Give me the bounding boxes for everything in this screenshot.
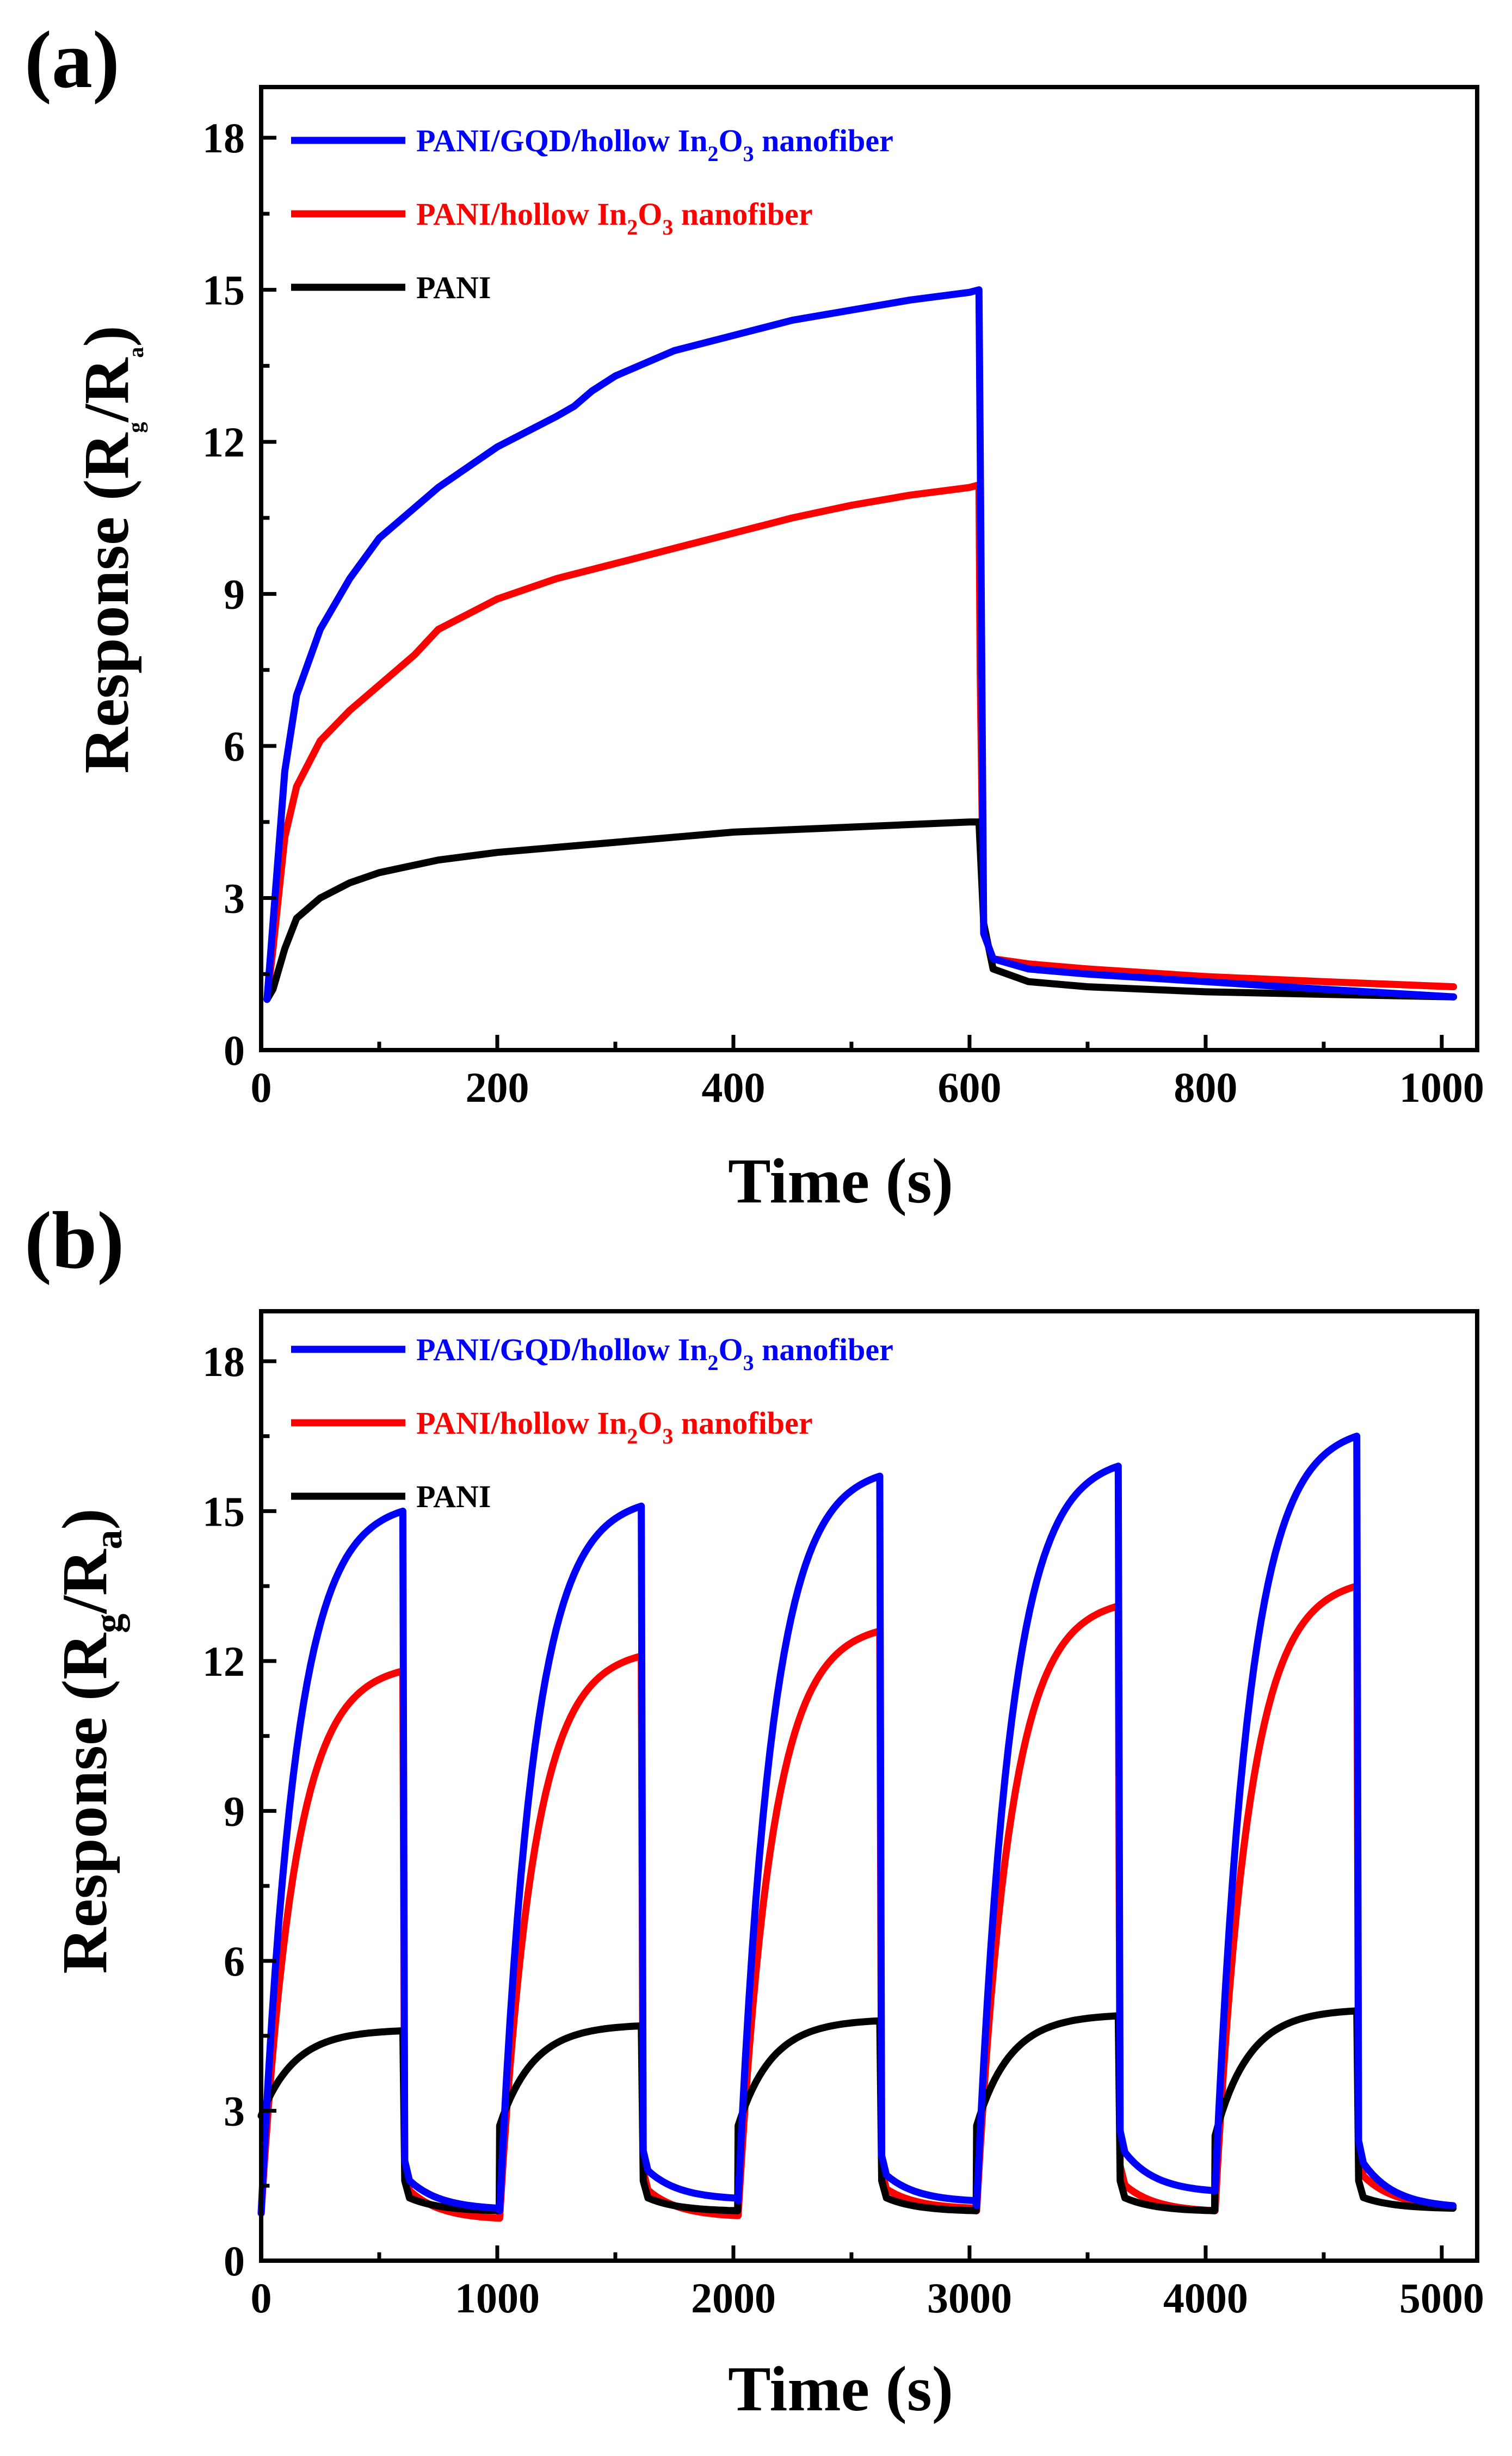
y-tick-label-a: 0 [224, 1027, 245, 1074]
x-tick-label-a: 200 [465, 1064, 529, 1111]
y-axis-title-b-main: Response (R [49, 1632, 120, 1974]
legend-label-b-black: PANI [416, 1479, 491, 1514]
y-tick-label-b: 0 [224, 2237, 245, 2285]
legend-label-a-black: PANI [416, 270, 491, 305]
y-axis-title-a-mid: /R [71, 357, 142, 423]
svg-text:Response (Rg/Ra): Response (Rg/Ra) [71, 325, 148, 773]
y-axis-title-a: Response (Rg/Ra) [71, 325, 148, 773]
x-tick-label-a: 400 [701, 1064, 765, 1111]
x-tick-label-b: 4000 [1163, 2274, 1248, 2322]
x-tick-label-a: 1000 [1399, 1064, 1484, 1111]
y-axis-title-a-sub-a: a [124, 347, 148, 358]
y-tick-label-a: 18 [202, 114, 245, 162]
y-tick-label-b: 12 [202, 1638, 245, 1685]
plot-frame-b [259, 1309, 1479, 2263]
x-tick-label-b: 5000 [1399, 2274, 1484, 2322]
y-tick-label-a: 15 [202, 267, 245, 314]
y-axis-title-b-mid: /R [49, 1548, 120, 1615]
series-line-b-blue [257, 1433, 1457, 2217]
series-line-a-red [263, 481, 1458, 1003]
legend-label-a-blue: PANI/GQD/hollow In2O3 nanofiber [416, 123, 893, 166]
legend-label-b-red: PANI/hollow In2O3 nanofiber [416, 1405, 813, 1448]
plot-area-b: 0 1000 2000 3000 4000 5000 0 3 6 9 12 15 18 PANI/GQD/… [202, 1309, 1484, 2322]
y-tick-label-b: 9 [224, 1787, 245, 1835]
plot-area-a: 0 200 400 600 800 1000 0 3 6 9 12 15 18 PANI/GQD/holl… [202, 85, 1484, 1111]
y-tick-label-b: 6 [224, 1937, 245, 1985]
x-tick-label-a: 800 [1174, 1064, 1237, 1111]
y-axis-title-a-main: Response (R [71, 432, 142, 774]
legend-label-b-blue: PANI/GQD/hollow In2O3 nanofiber [416, 1332, 893, 1375]
y-axis-title-b: Response (Rg/Ra) [49, 1508, 130, 1973]
series-line-a-blue [263, 286, 1458, 1003]
panel-label-b: (b) [24, 1195, 124, 1286]
x-axis-title-a: Time (s) [728, 1145, 953, 1217]
x-tick-label-a: 0 [251, 1064, 272, 1111]
y-tick-label-b: 15 [202, 1488, 245, 1535]
panel-label-a: (a) [24, 15, 120, 105]
x-tick-label-b: 2000 [691, 2274, 776, 2322]
legend-label-a-red: PANI/hollow In2O3 nanofiber [416, 196, 813, 239]
y-tick-label-a: 6 [224, 723, 245, 770]
y-tick-label-a: 3 [224, 875, 245, 922]
panel-a: (a) Response (Rg/Ra) Time (s) 0 200 400 600… [24, 15, 1484, 1217]
y-tick-label-b: 3 [224, 2087, 245, 2134]
y-tick-label-a: 9 [224, 571, 245, 618]
y-axis-title-a-sub-g: g [124, 422, 148, 433]
x-axis-title-b: Time (s) [728, 2353, 953, 2424]
y-axis-title-b-end: ) [49, 1508, 120, 1529]
x-tick-label-b: 3000 [927, 2274, 1012, 2322]
series-line-a-black [263, 818, 1458, 1003]
x-tick-label-a: 600 [937, 1064, 1001, 1111]
y-tick-label-b: 18 [202, 1338, 245, 1385]
series-line-b-red [257, 1582, 1457, 2222]
x-tick-label-b: 1000 [455, 2274, 540, 2322]
y-axis-title-b-sub-g: g [87, 1614, 130, 1633]
series-line-b-black [257, 2007, 1457, 2214]
panel-b: (b) Response (Rg/Ra) Time (s) 0 1000 2000 3… [24, 1195, 1484, 2424]
y-axis-title-a-end: ) [71, 325, 142, 347]
y-tick-label-a: 12 [202, 418, 245, 466]
plot-frame-a [259, 85, 1479, 1052]
y-axis-title-b-sub-a: a [87, 1530, 130, 1550]
svg-text:Response (Rg/Ra): Response (Rg/Ra) [49, 1508, 130, 1973]
x-tick-label-b: 0 [251, 2274, 272, 2322]
